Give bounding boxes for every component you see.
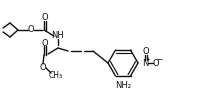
Text: NH₂: NH₂ bbox=[115, 82, 131, 91]
Text: O: O bbox=[41, 13, 48, 22]
Text: N: N bbox=[142, 59, 148, 68]
Text: O: O bbox=[28, 26, 34, 34]
Text: O: O bbox=[40, 63, 46, 72]
Text: −: − bbox=[156, 56, 163, 64]
Text: O: O bbox=[142, 47, 149, 56]
Text: O: O bbox=[41, 38, 48, 47]
Text: CH₃: CH₃ bbox=[49, 70, 63, 80]
Text: NH: NH bbox=[52, 31, 64, 40]
Text: O: O bbox=[153, 59, 159, 68]
Text: +: + bbox=[145, 57, 151, 62]
